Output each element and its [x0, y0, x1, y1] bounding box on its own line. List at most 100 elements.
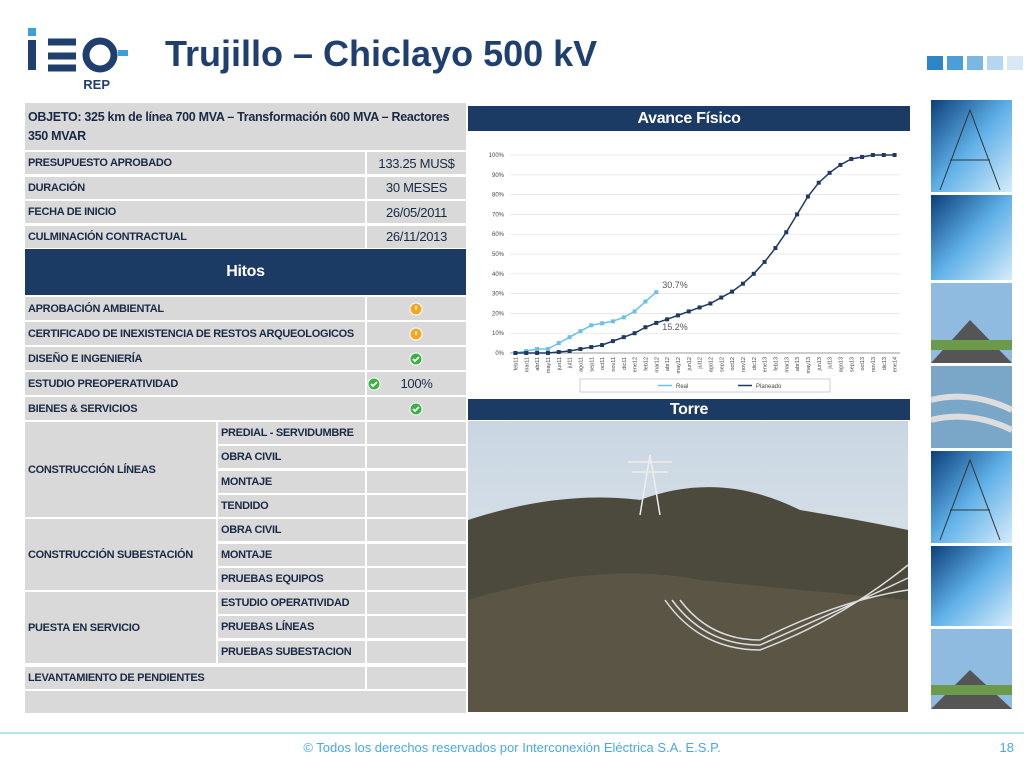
point [719, 295, 724, 300]
point [545, 351, 550, 355]
group-value [367, 494, 466, 517]
x-tick-label: may11 [546, 357, 552, 373]
x-tick-label: may12 [676, 357, 682, 374]
x-tick-label: dic11 [622, 357, 628, 370]
point [632, 331, 637, 336]
group-value [367, 470, 466, 493]
x-tick-label: mar11 [524, 357, 530, 372]
chart-title: Avance Físico [468, 106, 910, 131]
point [578, 329, 583, 334]
row-value: 133.25 MUS$ [367, 152, 466, 174]
row-label: FECHA DE INICIO [25, 201, 365, 223]
footer-text: © Todos los derechos reservados por Inte… [303, 740, 720, 755]
point [556, 350, 561, 355]
point [513, 351, 518, 355]
title: Trujillo – Chiclayo 500 kV [165, 33, 597, 74]
point [643, 299, 648, 304]
x-tick-label: oct11 [600, 357, 606, 370]
group-value [367, 567, 466, 590]
photo-title: Torre [468, 399, 910, 420]
y-tick-label: 10% [492, 331, 505, 337]
y-tick-label: 60% [492, 232, 505, 238]
point [784, 230, 789, 235]
point [838, 162, 843, 167]
point [654, 320, 659, 325]
point [751, 271, 756, 276]
group-label: CONSTRUCCIÓN SUBESTACIÓN [25, 519, 216, 591]
group-label: CONSTRUCCIÓN LÍNEAS [25, 422, 216, 518]
y-tick-label: 0% [495, 351, 504, 357]
x-tick-label: mar13 [784, 357, 790, 373]
group-value [367, 640, 466, 663]
x-tick-label: ago12 [708, 357, 714, 372]
point [708, 301, 713, 306]
status-icon [367, 377, 381, 390]
point [632, 309, 637, 314]
legend-label: Planeado [756, 384, 782, 390]
point [805, 194, 810, 199]
hito-label: BIENES & SERVICIOS [25, 397, 365, 420]
row-value: 26/05/2011 [367, 201, 466, 223]
group-item: MONTAJE [218, 470, 365, 493]
hito-label: CERTIFICADO DE INEXISTENCIA DE RESTOS AR… [25, 322, 365, 345]
x-tick-label: jul12 [698, 357, 704, 370]
objeto: OBJETO: 325 km de línea 700 MVA – Transf… [25, 103, 466, 150]
x-tick-label: jun12 [687, 357, 693, 371]
x-tick-label: nov11 [611, 357, 617, 372]
status-icon [409, 352, 423, 365]
point [686, 309, 691, 314]
legend-label: Real [676, 384, 688, 390]
point [892, 153, 897, 157]
x-tick-label: dic12 [752, 357, 758, 370]
x-tick-label: ene12 [633, 357, 639, 372]
last-value [367, 667, 466, 689]
point [600, 321, 605, 326]
hito-status: 100% [367, 372, 466, 395]
x-tick-label: abr13 [795, 357, 801, 371]
point [773, 246, 778, 251]
point [535, 347, 540, 352]
x-tick-label: oct13 [860, 357, 866, 370]
x-tick-label: jul11 [568, 357, 574, 369]
point [545, 347, 550, 352]
side-photos [930, 100, 1014, 709]
point [589, 323, 594, 328]
point [567, 335, 572, 340]
point [589, 345, 594, 350]
x-tick-label: jul13 [828, 357, 834, 370]
point [697, 305, 702, 310]
x-tick-label: may13 [806, 357, 812, 374]
group-value [367, 446, 466, 469]
group-label: PUESTA EN SERVICIO [25, 592, 216, 663]
point [762, 259, 767, 264]
x-tick-label: nov12 [741, 357, 747, 372]
point [730, 289, 735, 294]
row-label: CULMINACIÓN CONTRACTUAL [25, 225, 365, 248]
photo [468, 421, 909, 712]
group-value [367, 422, 466, 444]
point [524, 351, 529, 355]
point [610, 319, 615, 324]
point [827, 170, 832, 175]
value-label: 15.2% [662, 322, 688, 332]
point [665, 317, 670, 322]
hitos-header: Hitos [25, 249, 466, 295]
y-tick-label: 50% [492, 252, 505, 258]
group-item: MONTAJE [218, 543, 365, 566]
row-value: 26/11/2013 [367, 225, 466, 248]
y-tick-label: 30% [492, 292, 505, 298]
point [535, 351, 540, 355]
x-tick-label: oct12 [730, 357, 736, 370]
x-tick-label: nov13 [871, 357, 877, 372]
x-tick-label: ago13 [838, 357, 844, 372]
point [816, 180, 821, 185]
row-value: 30 MESES [367, 176, 466, 199]
x-tick-label: abr11 [535, 357, 541, 371]
logo-sub: REP [83, 77, 110, 92]
point [654, 290, 659, 295]
group-item: PRUEBAS EQUIPOS [218, 567, 365, 590]
hito-label: ESTUDIO PREOPERATIVIDAD [25, 372, 365, 395]
chart: 0% 10% 20% 30% 40% 50% 60% 70% 80% 90% 100% feb11 ma… [468, 133, 910, 397]
y-tick-label: 80% [492, 193, 505, 199]
